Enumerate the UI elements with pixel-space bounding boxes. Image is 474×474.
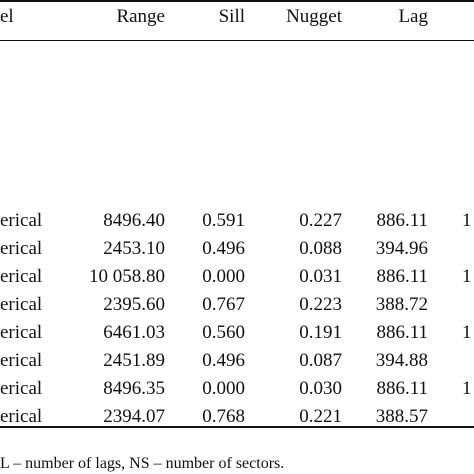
cell-sill: 0.496 bbox=[202, 350, 245, 371]
cell-range: 2451.89 bbox=[103, 350, 165, 371]
cell-lag: 388.57 bbox=[375, 406, 428, 427]
table-header-rule bbox=[0, 40, 474, 41]
table-footnote: L – number of lags, NS – number of secto… bbox=[0, 455, 285, 472]
cell-range: 8496.40 bbox=[103, 210, 165, 231]
cell-sill: 0.591 bbox=[202, 210, 245, 231]
header-sill: Sill bbox=[218, 6, 245, 27]
cell-range: 2394.07 bbox=[103, 406, 165, 427]
cell-sill: 0.560 bbox=[202, 322, 245, 343]
header-range: Range bbox=[116, 6, 165, 27]
cell-extra: 1 bbox=[462, 378, 472, 399]
table-top-rule bbox=[0, 0, 474, 2]
header-model: el bbox=[0, 6, 14, 27]
header-nugget: Nugget bbox=[286, 6, 342, 27]
cell-nugget: 0.223 bbox=[299, 294, 342, 315]
cell-sill: 0.000 bbox=[202, 378, 245, 399]
cell-lag: 394.88 bbox=[375, 350, 428, 371]
cell-nugget: 0.087 bbox=[299, 350, 342, 371]
cell-model: erical bbox=[0, 350, 43, 371]
cell-lag: 886.11 bbox=[376, 378, 428, 399]
cell-model: erical bbox=[0, 322, 43, 343]
cell-nugget: 0.191 bbox=[299, 322, 342, 343]
cell-nugget: 0.030 bbox=[299, 378, 342, 399]
cell-model: erical bbox=[0, 266, 43, 287]
cell-extra: 1 bbox=[462, 210, 472, 231]
cell-extra: 1 bbox=[462, 322, 472, 343]
table-bottom-rule bbox=[0, 426, 474, 428]
cell-lag: 394.96 bbox=[375, 238, 428, 259]
cell-lag: 388.72 bbox=[375, 294, 428, 315]
cell-model: erical bbox=[0, 210, 43, 231]
cell-lag: 886.11 bbox=[376, 266, 428, 287]
cell-lag: 886.11 bbox=[376, 322, 428, 343]
cell-nugget: 0.031 bbox=[299, 266, 342, 287]
cell-sill: 0.496 bbox=[202, 238, 245, 259]
cell-range: 10 058.80 bbox=[89, 266, 165, 287]
cell-nugget: 0.227 bbox=[299, 210, 342, 231]
cell-nugget: 0.088 bbox=[299, 238, 342, 259]
cell-range: 6461.03 bbox=[103, 322, 165, 343]
cell-range: 2395.60 bbox=[103, 294, 165, 315]
cell-model: erical bbox=[0, 406, 43, 427]
cell-extra: 1 bbox=[462, 266, 472, 287]
cell-sill: 0.000 bbox=[202, 266, 245, 287]
cell-model: erical bbox=[0, 238, 43, 259]
cell-nugget: 0.221 bbox=[299, 406, 342, 427]
cell-range: 2453.10 bbox=[103, 238, 165, 259]
header-lag: Lag bbox=[398, 6, 428, 27]
cell-sill: 0.768 bbox=[202, 406, 245, 427]
cell-lag: 886.11 bbox=[376, 210, 428, 231]
cell-range: 8496.35 bbox=[103, 378, 165, 399]
cell-model: erical bbox=[0, 378, 43, 399]
cell-model: erical bbox=[0, 294, 43, 315]
cell-sill: 0.767 bbox=[202, 294, 245, 315]
